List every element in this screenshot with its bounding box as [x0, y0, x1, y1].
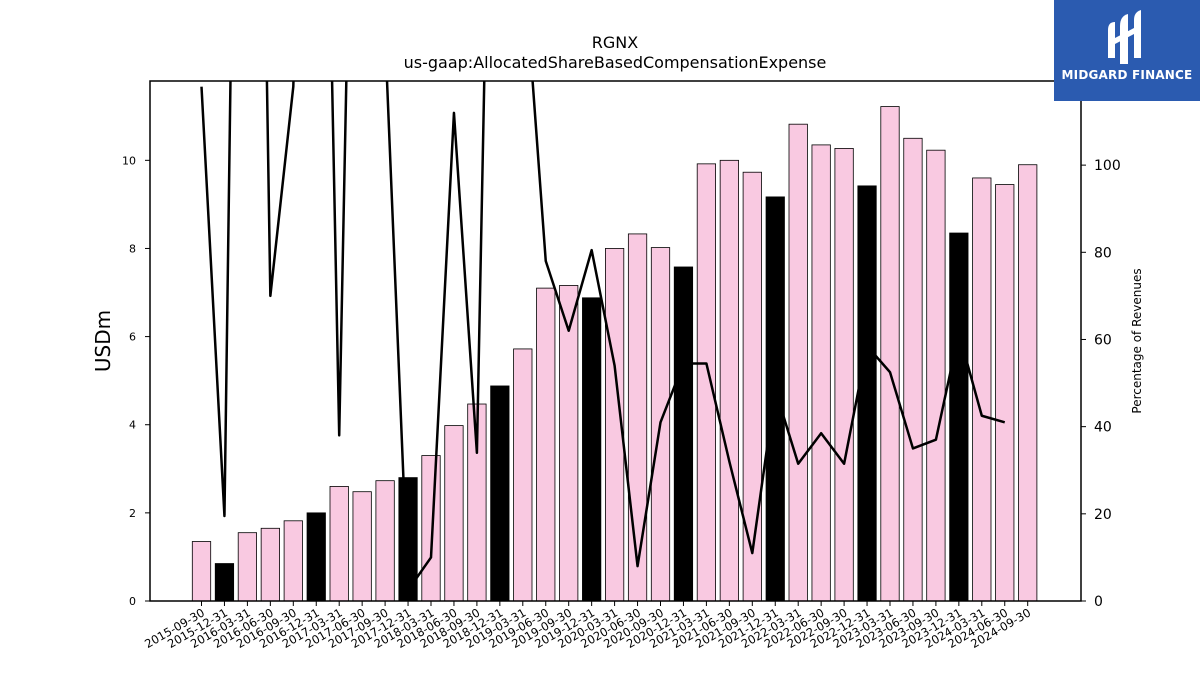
bar-2021-06-30 — [719, 159, 739, 602]
bar-2022-03-31 — [788, 123, 808, 602]
bar-2024-09-30 — [1018, 164, 1038, 602]
bar-2020-12-31 — [673, 266, 694, 602]
bar-2021-09-30 — [742, 171, 762, 602]
bar-2017-06-30 — [352, 491, 372, 602]
chart-subtitle: us-gaap:AllocatedShareBasedCompensationE… — [404, 53, 827, 72]
bars-layer — [191, 106, 1038, 602]
y-axis-left: 0 2 4 6 8 10 — [122, 154, 150, 608]
bar-2016-03-31 — [237, 532, 257, 602]
y2-tick-label: 80 — [1094, 245, 1112, 261]
bar-2023-03-31 — [880, 106, 900, 602]
bar-2019-09-30 — [559, 285, 579, 602]
brand-name: MIDGARD FINANCE — [1061, 68, 1193, 82]
bar-2015-09-30 — [191, 541, 212, 602]
bar-2019-12-31 — [582, 297, 602, 602]
y-axis-right: 0 20 40 60 80 100 — [1081, 158, 1121, 610]
bar-2020-06-30 — [627, 233, 648, 602]
bar-2023-12-31 — [949, 232, 969, 602]
bar-2021-03-31 — [696, 163, 717, 602]
bar-2021-12-31 — [765, 196, 785, 602]
y2-tick-label: 0 — [1094, 594, 1103, 610]
bar-2017-09-30 — [375, 480, 395, 602]
bar-2022-06-30 — [811, 144, 831, 602]
brand-logo: MIDGARD FINANCE — [1054, 0, 1200, 101]
y2-tick-label: 40 — [1094, 420, 1112, 436]
y-tick-label: 8 — [129, 242, 136, 255]
bar-2017-03-31 — [329, 486, 349, 602]
bar-2018-12-31 — [490, 385, 510, 602]
x-axis: 2015-09-302015-12-312016-03-312016-06-30… — [142, 601, 1033, 651]
y-tick-label: 10 — [122, 154, 136, 167]
bar-2016-12-31 — [306, 512, 326, 602]
bar-2016-06-30 — [260, 527, 280, 602]
bar-2015-12-31 — [214, 563, 235, 602]
bar-2024-06-30 — [995, 184, 1015, 602]
bar-2022-09-30 — [834, 148, 854, 602]
bar-2016-09-30 — [283, 520, 303, 602]
y-tick-label: 0 — [129, 595, 136, 608]
y-tick-label: 4 — [129, 419, 136, 432]
y2-tick-label: 100 — [1094, 158, 1121, 174]
midgard-logo-icon — [1108, 10, 1141, 64]
bar-2022-12-31 — [857, 185, 877, 602]
y-axis-label: USDm — [91, 310, 115, 372]
plot-frame — [149, 80, 1082, 602]
y-tick-label: 2 — [129, 507, 136, 520]
bar-2018-03-31 — [421, 455, 441, 602]
bar-2018-06-30 — [444, 425, 464, 602]
bar-2023-06-30 — [903, 137, 923, 602]
bar-2019-06-30 — [536, 287, 556, 602]
pct-revenue-line — [200, 81, 1006, 592]
line-layer — [200, 81, 1006, 592]
bar-2023-09-30 — [926, 149, 946, 602]
y-axis-right-label: Percentage of Revenues — [1130, 268, 1144, 413]
y2-tick-label: 60 — [1094, 332, 1112, 348]
y2-tick-label: 20 — [1094, 507, 1112, 523]
bar-2019-03-31 — [513, 348, 533, 602]
y-tick-label: 6 — [129, 331, 136, 344]
chart-title: RGNX — [592, 33, 638, 52]
